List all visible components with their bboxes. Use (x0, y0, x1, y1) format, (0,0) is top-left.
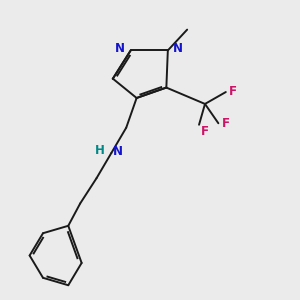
Text: N: N (173, 42, 183, 56)
Text: F: F (200, 125, 208, 138)
Text: F: F (222, 117, 230, 130)
Text: F: F (230, 85, 237, 98)
Text: N: N (113, 145, 123, 158)
Text: H: H (95, 143, 105, 157)
Text: N: N (115, 42, 125, 56)
